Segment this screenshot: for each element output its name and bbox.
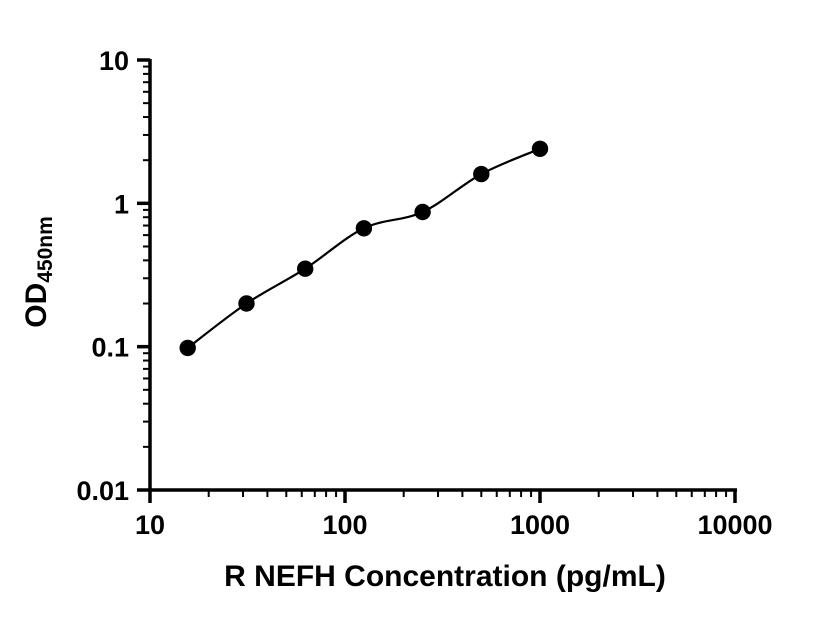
x-tick-label: 10 [135,510,165,540]
plot-layer: 10 100 1000 10000 0.01 0.1 1 10 [76,46,772,540]
y-tick-label: 10 [99,46,129,76]
y-tick-label: 0.1 [91,333,129,363]
y-axis-label-main: OD [20,283,53,328]
data-point [473,165,490,183]
data-point [355,220,373,237]
data-point [297,260,314,277]
y-axis-label-subscript: 450nm [34,216,57,283]
data-point [531,140,549,157]
y-tick-label: 1 [114,189,129,219]
x-tick-label: 1000 [510,510,570,540]
x-tick-label: 100 [322,510,367,540]
x-axis-label: R NEFH Concentration (pg/mL) [224,560,666,593]
data-point [238,295,255,312]
data-point [179,339,196,357]
y-tick-label: 0.01 [76,476,129,506]
y-axis-label: OD450nm [20,216,57,328]
x-tick-label: 10000 [697,510,772,540]
data-point [414,203,431,221]
